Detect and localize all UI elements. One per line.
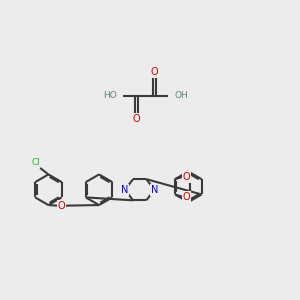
Text: HO: HO	[103, 91, 117, 100]
Text: O: O	[151, 67, 158, 77]
Text: OH: OH	[174, 91, 188, 100]
Text: O: O	[133, 114, 141, 124]
Text: N: N	[121, 185, 129, 195]
Text: O: O	[58, 201, 65, 211]
Text: O: O	[182, 192, 190, 202]
Text: Cl: Cl	[31, 158, 40, 166]
Text: O: O	[182, 172, 190, 182]
Text: N: N	[151, 185, 158, 195]
